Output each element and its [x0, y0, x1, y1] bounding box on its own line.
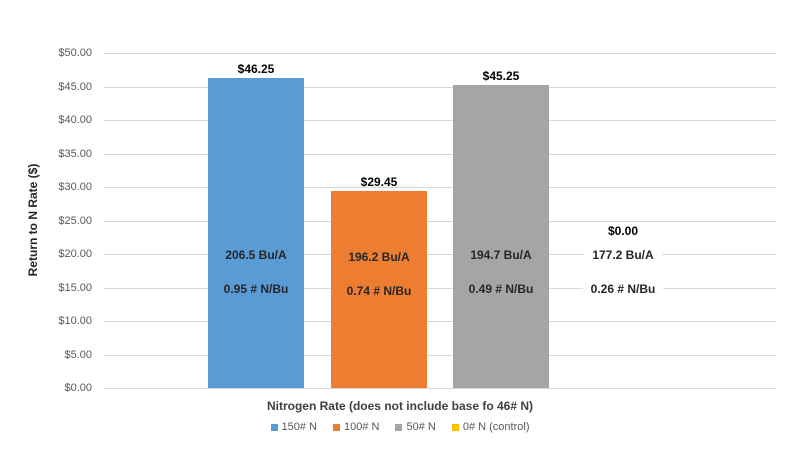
gridline — [104, 120, 776, 121]
y-tick-label: $40.00 — [58, 114, 92, 126]
gridline — [104, 53, 776, 54]
bar-value-label: $45.25 — [482, 68, 520, 83]
gridline — [104, 354, 776, 356]
bar-value-label: $29.45 — [360, 174, 398, 189]
yield-label: 206.5 Bu/A — [225, 248, 287, 262]
legend-label: 150# N — [281, 421, 317, 433]
legend-label: 0# N (control) — [462, 421, 530, 433]
legend-label: 100# N — [344, 421, 380, 433]
gridline — [104, 254, 776, 255]
n-per-bushel-label: 0.95 # N/Bu — [223, 282, 289, 296]
legend-label: 50# N — [406, 421, 436, 433]
y-tick-label: $45.00 — [58, 80, 92, 93]
yield-label: 194.7 Bu/A — [470, 248, 532, 262]
n-per-bushel-label: 0.26 # N/Bu — [563, 282, 683, 296]
legend-swatch-icon — [333, 423, 340, 431]
plot-area: $46.25 206.5 Bu/A 0.95 # N/Bu $29.45 196.2 B… — [104, 53, 776, 389]
y-tick-label: $25.00 — [58, 214, 92, 227]
yield-label: 196.2 Bu/A — [348, 250, 410, 264]
y-tick-label: $10.00 — [58, 315, 92, 327]
y-tick-label: $0.00 — [64, 382, 92, 394]
n-per-bushel-label: 0.74 # N/Bu — [346, 284, 412, 298]
yield-label: 177.2 Bu/A — [563, 248, 683, 262]
y-tick-label: $30.00 — [58, 181, 92, 193]
gridline — [104, 321, 776, 322]
bar-value-label: $0.00 — [607, 224, 639, 238]
y-tick-label: $15.00 — [58, 281, 92, 294]
gridline — [104, 86, 776, 88]
gridline — [104, 388, 776, 389]
gridline — [104, 220, 776, 222]
n-per-bushel-label: 0.49 # N/Bu — [468, 282, 534, 296]
legend-item: 150# N — [270, 421, 317, 433]
bar — [453, 84, 549, 388]
y-tick-label: $35.00 — [58, 147, 92, 160]
gridline — [104, 187, 776, 188]
legend-swatch-icon — [270, 423, 278, 431]
gridline — [104, 153, 776, 155]
gridline — [104, 287, 776, 289]
x-axis-label: Nitrogen Rate (does not include base fo … — [266, 399, 534, 413]
legend-swatch-icon — [395, 423, 403, 431]
legend-swatch-icon — [451, 423, 459, 431]
legend-item: 100# N — [333, 421, 379, 433]
legend-item: 0# N (control) — [451, 421, 530, 433]
y-tick-label: $20.00 — [58, 248, 92, 260]
bar — [331, 190, 427, 388]
legend-item: 50# N — [395, 421, 436, 433]
bar-value-label: $46.25 — [237, 62, 275, 77]
bar — [208, 78, 304, 388]
legend: 150# N 100# N 50# N 0# N (control) — [0, 421, 800, 433]
y-tick-label: $5.00 — [64, 348, 92, 361]
y-tick-label: $50.00 — [58, 47, 92, 59]
